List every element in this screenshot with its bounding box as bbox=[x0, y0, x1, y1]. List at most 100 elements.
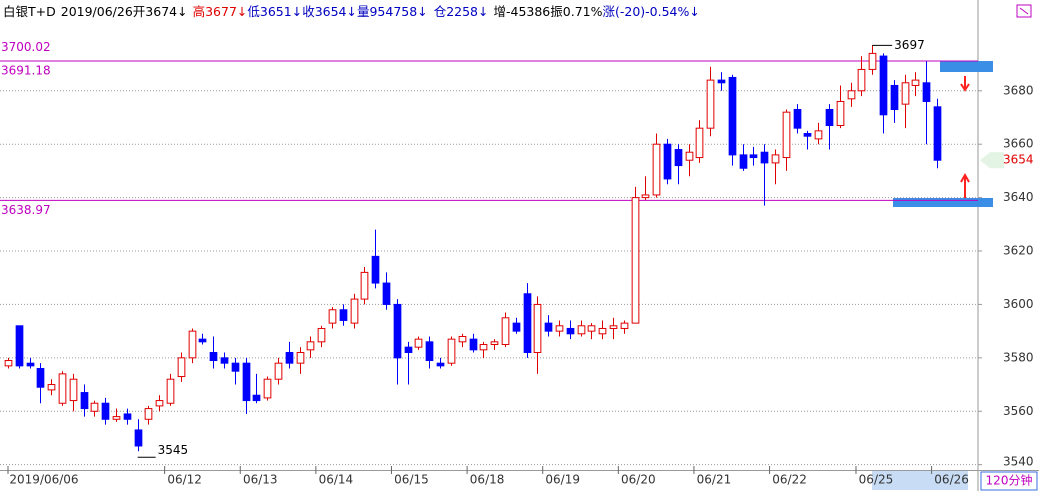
candle-body bbox=[577, 325, 586, 335]
candle-body bbox=[890, 84, 899, 110]
candle-body bbox=[15, 325, 24, 367]
candle-body bbox=[479, 343, 488, 351]
x-tick-label: 06/21 bbox=[697, 473, 732, 487]
candle-body bbox=[847, 90, 856, 100]
candle-body bbox=[350, 298, 359, 324]
candle-body bbox=[425, 341, 434, 362]
candle-body bbox=[825, 108, 834, 127]
x-tick-label: 06/13 bbox=[243, 473, 278, 487]
header: 白银T+D 2019/06/26开3674↓ 高3677↓低3651↓收3654↓量… bbox=[3, 4, 700, 19]
candle-body bbox=[793, 108, 802, 129]
candle-body bbox=[933, 106, 942, 161]
candle-body bbox=[166, 378, 175, 404]
candle-body bbox=[134, 429, 143, 447]
y-tick-label: 3600 bbox=[1003, 297, 1034, 311]
header-item: 2019/06/26 bbox=[61, 4, 133, 19]
candle-body bbox=[587, 325, 596, 332]
candle-body bbox=[80, 392, 89, 410]
candle-body bbox=[652, 143, 661, 196]
candle-body bbox=[447, 338, 456, 364]
down-arrow bbox=[960, 76, 970, 92]
x-tick-label: 06/12 bbox=[167, 473, 202, 487]
candle-body bbox=[868, 52, 877, 70]
window-icon[interactable] bbox=[1016, 4, 1032, 18]
y-tick-label: 3560 bbox=[1003, 404, 1034, 418]
candle-body bbox=[469, 338, 478, 351]
candle-body bbox=[490, 341, 499, 345]
candle-body bbox=[739, 154, 748, 169]
header-item: 高3677↓ bbox=[193, 4, 248, 19]
x-tick-label: 06/19 bbox=[545, 473, 580, 487]
candle-body bbox=[695, 127, 704, 159]
candle-body bbox=[155, 400, 164, 407]
candle-body bbox=[263, 378, 272, 399]
candle-body bbox=[231, 362, 240, 372]
y-tick-label: 3620 bbox=[1003, 244, 1034, 258]
x-tick-label: 06/26 bbox=[934, 473, 969, 487]
y-tick-label: 3540 bbox=[1003, 455, 1034, 469]
candle-body bbox=[836, 100, 845, 127]
candle-body bbox=[306, 341, 315, 351]
candle-body bbox=[879, 55, 888, 116]
candle-body bbox=[209, 352, 218, 362]
candle-body bbox=[242, 362, 251, 402]
x-tick-label: 2019/06/06 bbox=[9, 473, 78, 487]
candle-body bbox=[663, 143, 672, 180]
candle-body bbox=[69, 378, 78, 402]
candle-body bbox=[501, 317, 510, 345]
level-label: 3638.97 bbox=[1, 203, 51, 217]
candle-body bbox=[544, 322, 553, 332]
period-box[interactable] bbox=[980, 471, 1038, 491]
candle-body bbox=[317, 327, 326, 343]
candle-body bbox=[360, 271, 369, 300]
candle-body bbox=[393, 303, 402, 359]
candle-body bbox=[911, 79, 920, 86]
candle-body bbox=[58, 373, 67, 404]
candle-body bbox=[749, 154, 758, 159]
x-tick-label: 06/25 bbox=[859, 473, 894, 487]
y-tick-label: 3660 bbox=[1003, 137, 1034, 151]
last-price-label: 3654 bbox=[1003, 153, 1034, 167]
candle-body bbox=[112, 416, 121, 420]
candle-body bbox=[274, 362, 283, 380]
candle-body bbox=[728, 76, 737, 156]
header-item: 仓2258↓ bbox=[434, 4, 489, 19]
header-item: 涨(-20)-0.54%↓ bbox=[602, 4, 699, 19]
candle-body bbox=[566, 327, 575, 335]
candle-body bbox=[328, 309, 337, 324]
upper-marker bbox=[940, 61, 993, 72]
x-tick-label: 06/22 bbox=[772, 473, 807, 487]
lower-marker bbox=[893, 198, 993, 207]
period-label[interactable]: 120分钟 bbox=[986, 473, 1033, 488]
min-label: 3545 bbox=[158, 443, 189, 457]
candle-body bbox=[523, 293, 532, 353]
candle-body bbox=[339, 309, 348, 321]
candle-body bbox=[188, 330, 197, 359]
last-price-tag bbox=[980, 152, 1004, 169]
x-tick-label: 06/15 bbox=[394, 473, 429, 487]
candle-body bbox=[90, 402, 99, 412]
candle-body bbox=[641, 194, 650, 199]
candle-body bbox=[760, 151, 769, 164]
plot bbox=[0, 44, 982, 474]
candle-body bbox=[414, 338, 423, 348]
x-tick-label: 06/14 bbox=[319, 473, 354, 487]
candle-body bbox=[620, 322, 629, 329]
y-tick-label: 3640 bbox=[1003, 190, 1034, 204]
max-label: 3697 bbox=[894, 38, 925, 52]
candle-body bbox=[533, 303, 542, 354]
y-tick-label: 3680 bbox=[1003, 83, 1034, 97]
candle-body bbox=[26, 362, 35, 367]
candle-body bbox=[101, 402, 110, 420]
candle-body bbox=[144, 408, 153, 420]
candle-body bbox=[685, 151, 694, 161]
candle-body bbox=[177, 357, 186, 378]
candle-body bbox=[674, 149, 683, 167]
candle-body bbox=[220, 357, 229, 364]
candle-body bbox=[296, 352, 305, 364]
header-item: 振0.71% bbox=[550, 4, 602, 19]
up-arrow bbox=[960, 172, 970, 198]
candle-body bbox=[382, 282, 391, 305]
